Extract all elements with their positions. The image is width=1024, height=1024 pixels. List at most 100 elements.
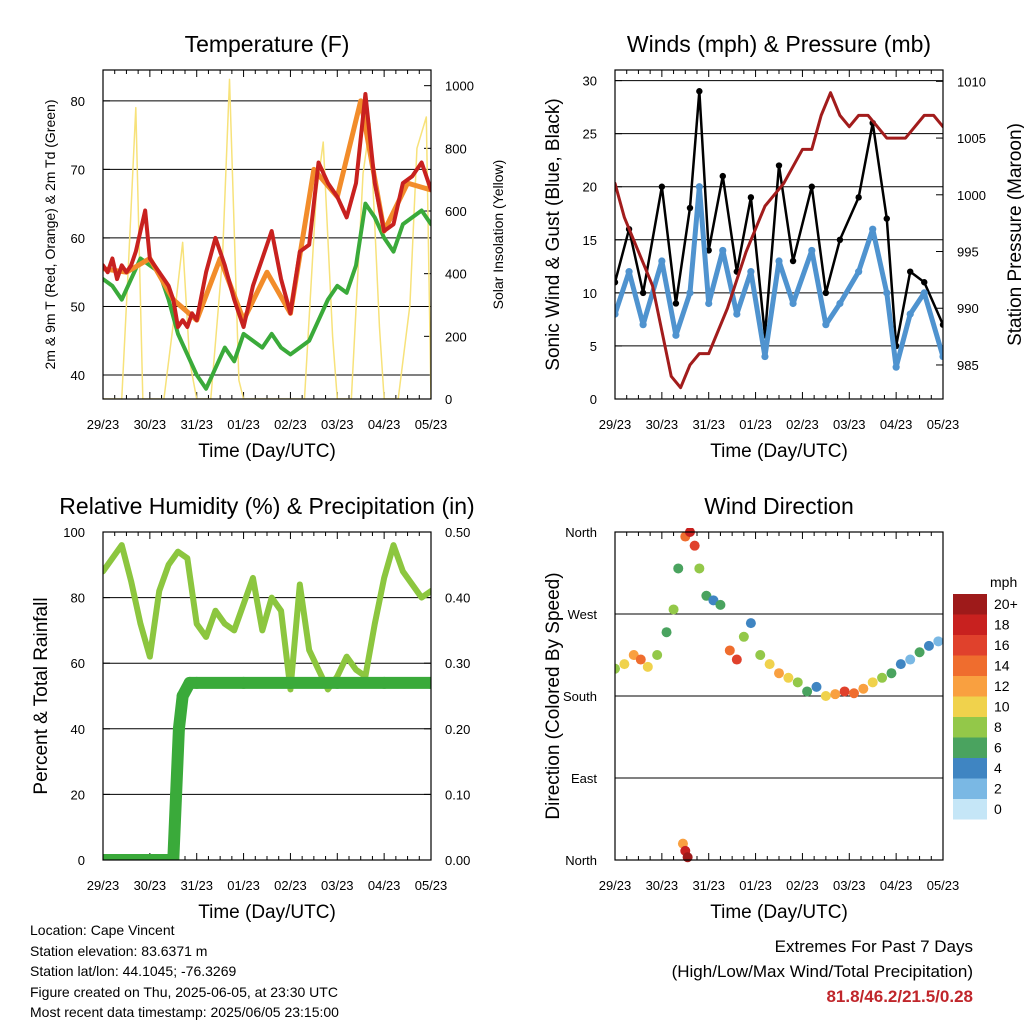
plot-border — [102, 69, 432, 400]
x-tick-label: 30/23 — [646, 417, 679, 432]
y2-tick-label: 1000 — [957, 188, 986, 203]
y-tick-label: 0 — [590, 392, 597, 407]
legend-swatch — [953, 799, 987, 820]
legend-label: 2 — [994, 781, 1002, 797]
direction-point — [731, 654, 742, 665]
created-text: Figure created on Thu, 2025-06-05, at 23… — [30, 983, 338, 1000]
x-tick-label: 05/23 — [415, 417, 448, 432]
x-tick-label: 02/23 — [786, 878, 819, 893]
x-tick-label: 04/23 — [368, 878, 401, 893]
y-tick-label: 40 — [71, 722, 85, 737]
plot-border — [102, 531, 432, 861]
y-tick-label: West — [568, 607, 598, 622]
direction-point — [615, 663, 620, 674]
direction-point — [774, 668, 784, 679]
y2-tick-label: 0.00 — [445, 853, 470, 868]
y2-tick-label: 995 — [957, 245, 979, 260]
y2-tick-label: 800 — [445, 141, 467, 156]
plot-area — [615, 528, 943, 863]
x-tick-label: 02/23 — [786, 417, 819, 432]
x-tick-label: 03/23 — [321, 878, 354, 893]
x-tick-label: 05/23 — [927, 878, 960, 893]
y2-axis-label: Station Pressure (Maroon) — [1005, 123, 1024, 346]
legend-label: 16 — [994, 637, 1010, 653]
y2-axis-label: Solar Insolation (Yellow) — [490, 160, 506, 310]
x-tick-label: 04/23 — [880, 417, 913, 432]
series-line — [615, 184, 943, 370]
y-tick-label: 15 — [583, 233, 597, 248]
y2-tick-label: 1005 — [957, 131, 986, 146]
y2-tick-label: 0.20 — [445, 722, 470, 737]
y2-tick-label: 990 — [957, 301, 979, 316]
legend-swatch — [953, 696, 987, 717]
y-tick-label: 60 — [71, 656, 85, 671]
legend-swatch — [953, 778, 987, 799]
series-line — [103, 78, 431, 399]
panel-3: Wind Direction Time (Day/UTC) Direction (C… — [543, 493, 959, 923]
direction-point — [877, 672, 888, 683]
direction-point — [923, 640, 934, 651]
x-tick-label: 30/23 — [134, 417, 167, 432]
chart-title: Winds (mph) & Pressure (mb) — [627, 31, 931, 57]
legend-label: 6 — [994, 740, 1002, 756]
x-tick-label: 05/23 — [927, 417, 960, 432]
direction-point — [933, 636, 943, 647]
x-tick-label: 01/23 — [739, 417, 772, 432]
direction-point — [689, 540, 700, 551]
y2-tick-label: 0 — [445, 392, 452, 407]
direction-point — [905, 654, 916, 665]
elevation-text: Station elevation: 83.6371 m — [30, 942, 208, 959]
legend-swatch — [953, 717, 987, 738]
y-axis-label: Percent & Total Rainfall — [31, 597, 52, 794]
y-tick-label: 60 — [71, 231, 85, 246]
direction-point — [811, 681, 822, 692]
legend-label: 0 — [994, 801, 1002, 817]
station-info: Location: Cape Vincent Station elevation… — [30, 920, 339, 1023]
x-tick-label: 01/23 — [227, 417, 260, 432]
extremes-subtitle: (High/Low/Max Wind/Total Precipitation) — [671, 962, 973, 981]
y-axis-label: 2m & 9m T (Red, Orange) & 2m Td (Green) — [42, 100, 58, 370]
x-tick-label: 03/23 — [833, 878, 866, 893]
x-tick-label: 31/23 — [692, 878, 725, 893]
legend-label: 18 — [994, 617, 1010, 633]
direction-point — [738, 631, 749, 642]
plot-border — [614, 531, 944, 861]
x-tick-label: 31/23 — [180, 878, 213, 893]
legend-label: 4 — [994, 760, 1002, 776]
direction-point — [764, 659, 775, 670]
y-tick-label: 20 — [583, 180, 597, 195]
plot-border — [614, 69, 944, 400]
series-line — [103, 542, 431, 693]
x-tick-label: 01/23 — [227, 878, 260, 893]
y2-tick-label: 600 — [445, 204, 467, 219]
direction-point — [830, 689, 841, 700]
location-text: Location: Cape Vincent — [30, 922, 175, 938]
legend-swatch — [953, 737, 987, 758]
x-tick-label: 04/23 — [880, 878, 913, 893]
y2-tick-label: 1010 — [957, 74, 986, 89]
y2-tick-label: 200 — [445, 329, 467, 344]
legend-label: 12 — [994, 678, 1010, 694]
y-axis-label: Sonic Wind & Gust (Blue, Black) — [543, 98, 564, 370]
direction-point — [783, 672, 794, 683]
plot-area — [103, 542, 431, 860]
x-tick-label: 04/23 — [368, 417, 401, 432]
x-tick-label: 29/23 — [599, 878, 632, 893]
y-tick-label: 20 — [71, 787, 85, 802]
direction-point — [668, 604, 679, 615]
direction-point — [642, 661, 653, 672]
extremes-panel: Extremes For Past 7 Days (High/Low/Max W… — [672, 934, 973, 1009]
y-tick-label: 5 — [590, 339, 597, 354]
legend-label: 14 — [994, 658, 1010, 674]
x-tick-label: 31/23 — [180, 417, 213, 432]
x-axis-label: Time (Day/UTC) — [710, 902, 848, 923]
legend-label: 10 — [994, 699, 1010, 715]
legend-swatch — [953, 676, 987, 697]
x-tick-label: 29/23 — [87, 417, 120, 432]
y2-tick-label: 0.30 — [445, 656, 470, 671]
series-line — [615, 89, 943, 348]
y-tick-label: 50 — [71, 299, 85, 314]
chart-title: Relative Humidity (%) & Precipitation (i… — [59, 493, 474, 519]
direction-point — [694, 563, 705, 574]
